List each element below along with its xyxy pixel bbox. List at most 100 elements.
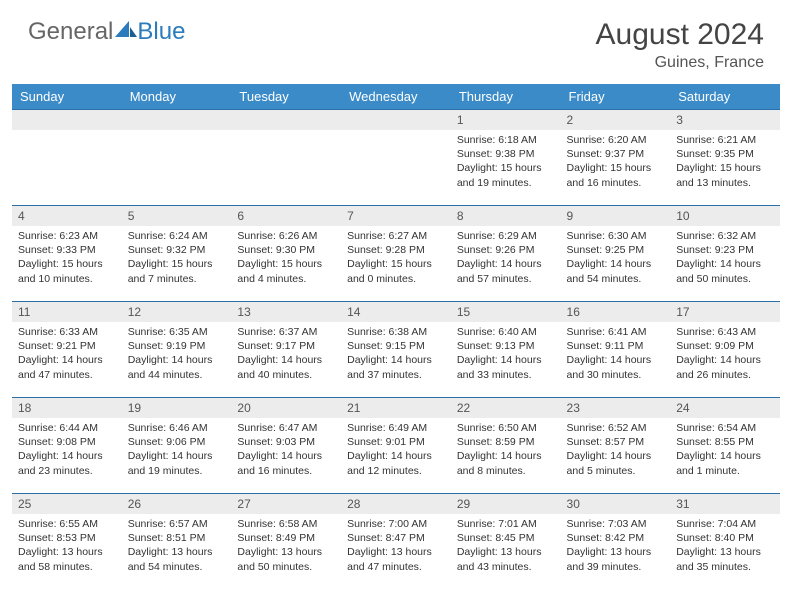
sunset-text: Sunset: 9:13 PM: [457, 339, 555, 353]
daylight-text: Daylight: 14 hours and 40 minutes.: [237, 353, 335, 381]
weekday-header: Tuesday: [231, 84, 341, 110]
daylight-text: Daylight: 15 hours and 13 minutes.: [676, 161, 774, 189]
day-info: Sunrise: 6:40 AMSunset: 9:13 PMDaylight:…: [451, 322, 561, 388]
sunset-text: Sunset: 8:55 PM: [676, 435, 774, 449]
day-info: Sunrise: 6:18 AMSunset: 9:38 PMDaylight:…: [451, 130, 561, 196]
day-number: [341, 110, 451, 130]
daylight-text: Daylight: 14 hours and 44 minutes.: [128, 353, 226, 381]
sunrise-text: Sunrise: 6:33 AM: [18, 325, 116, 339]
calendar-day-cell: 22Sunrise: 6:50 AMSunset: 8:59 PMDayligh…: [451, 398, 561, 494]
sunrise-text: Sunrise: 6:47 AM: [237, 421, 335, 435]
sunset-text: Sunset: 9:19 PM: [128, 339, 226, 353]
sunrise-text: Sunrise: 6:24 AM: [128, 229, 226, 243]
day-number: 21: [341, 398, 451, 418]
calendar-day-cell: 3Sunrise: 6:21 AMSunset: 9:35 PMDaylight…: [670, 110, 780, 206]
sunset-text: Sunset: 9:03 PM: [237, 435, 335, 449]
calendar-day-cell: 13Sunrise: 6:37 AMSunset: 9:17 PMDayligh…: [231, 302, 341, 398]
calendar-day-cell: [231, 110, 341, 206]
sunrise-text: Sunrise: 6:43 AM: [676, 325, 774, 339]
calendar-day-cell: 20Sunrise: 6:47 AMSunset: 9:03 PMDayligh…: [231, 398, 341, 494]
sunset-text: Sunset: 9:23 PM: [676, 243, 774, 257]
day-number: 7: [341, 206, 451, 226]
sunset-text: Sunset: 9:37 PM: [567, 147, 665, 161]
calendar-day-cell: 8Sunrise: 6:29 AMSunset: 9:26 PMDaylight…: [451, 206, 561, 302]
day-number: 4: [12, 206, 122, 226]
location-label: Guines, France: [596, 54, 764, 72]
sunrise-text: Sunrise: 6:23 AM: [18, 229, 116, 243]
day-number: [231, 110, 341, 130]
day-number: 16: [561, 302, 671, 322]
day-info: Sunrise: 6:26 AMSunset: 9:30 PMDaylight:…: [231, 226, 341, 292]
calendar-week: 18Sunrise: 6:44 AMSunset: 9:08 PMDayligh…: [12, 398, 780, 494]
calendar-day-cell: 11Sunrise: 6:33 AMSunset: 9:21 PMDayligh…: [12, 302, 122, 398]
sunrise-text: Sunrise: 6:35 AM: [128, 325, 226, 339]
weekday-header: Sunday: [12, 84, 122, 110]
daylight-text: Daylight: 14 hours and 37 minutes.: [347, 353, 445, 381]
calendar-week: 25Sunrise: 6:55 AMSunset: 8:53 PMDayligh…: [12, 494, 780, 590]
sunset-text: Sunset: 8:57 PM: [567, 435, 665, 449]
brand-logo: General Blue: [28, 18, 185, 46]
day-number: 6: [231, 206, 341, 226]
calendar-day-cell: [122, 110, 232, 206]
sunset-text: Sunset: 8:40 PM: [676, 531, 774, 545]
day-number: 25: [12, 494, 122, 514]
sunrise-text: Sunrise: 6:27 AM: [347, 229, 445, 243]
sunrise-text: Sunrise: 7:00 AM: [347, 517, 445, 531]
daylight-text: Daylight: 14 hours and 19 minutes.: [128, 449, 226, 477]
calendar-day-cell: 29Sunrise: 7:01 AMSunset: 8:45 PMDayligh…: [451, 494, 561, 590]
weekday-header: Saturday: [670, 84, 780, 110]
day-number: 24: [670, 398, 780, 418]
day-number: 17: [670, 302, 780, 322]
day-info: Sunrise: 6:21 AMSunset: 9:35 PMDaylight:…: [670, 130, 780, 196]
daylight-text: Daylight: 14 hours and 23 minutes.: [18, 449, 116, 477]
sunrise-text: Sunrise: 7:01 AM: [457, 517, 555, 531]
day-info: Sunrise: 6:55 AMSunset: 8:53 PMDaylight:…: [12, 514, 122, 580]
day-number: 18: [12, 398, 122, 418]
calendar-day-cell: [12, 110, 122, 206]
daylight-text: Daylight: 13 hours and 43 minutes.: [457, 545, 555, 573]
sunset-text: Sunset: 9:09 PM: [676, 339, 774, 353]
day-number: 27: [231, 494, 341, 514]
day-info: Sunrise: 6:50 AMSunset: 8:59 PMDaylight:…: [451, 418, 561, 484]
day-number: 1: [451, 110, 561, 130]
sunrise-text: Sunrise: 6:46 AM: [128, 421, 226, 435]
brand-sail-icon: [115, 18, 137, 46]
daylight-text: Daylight: 15 hours and 7 minutes.: [128, 257, 226, 285]
day-info: Sunrise: 6:27 AMSunset: 9:28 PMDaylight:…: [341, 226, 451, 292]
sunrise-text: Sunrise: 6:49 AM: [347, 421, 445, 435]
calendar-table: SundayMondayTuesdayWednesdayThursdayFrid…: [12, 84, 780, 590]
daylight-text: Daylight: 13 hours and 39 minutes.: [567, 545, 665, 573]
daylight-text: Daylight: 13 hours and 58 minutes.: [18, 545, 116, 573]
calendar-day-cell: 30Sunrise: 7:03 AMSunset: 8:42 PMDayligh…: [561, 494, 671, 590]
daylight-text: Daylight: 14 hours and 57 minutes.: [457, 257, 555, 285]
calendar-body: 1Sunrise: 6:18 AMSunset: 9:38 PMDaylight…: [12, 110, 780, 590]
sunrise-text: Sunrise: 6:32 AM: [676, 229, 774, 243]
calendar-day-cell: [341, 110, 451, 206]
day-info: Sunrise: 6:54 AMSunset: 8:55 PMDaylight:…: [670, 418, 780, 484]
daylight-text: Daylight: 14 hours and 12 minutes.: [347, 449, 445, 477]
sunset-text: Sunset: 8:45 PM: [457, 531, 555, 545]
day-info: Sunrise: 6:35 AMSunset: 9:19 PMDaylight:…: [122, 322, 232, 388]
daylight-text: Daylight: 14 hours and 5 minutes.: [567, 449, 665, 477]
day-info: Sunrise: 6:38 AMSunset: 9:15 PMDaylight:…: [341, 322, 451, 388]
day-number: 19: [122, 398, 232, 418]
calendar-header: SundayMondayTuesdayWednesdayThursdayFrid…: [12, 84, 780, 110]
sunset-text: Sunset: 8:42 PM: [567, 531, 665, 545]
calendar-day-cell: 21Sunrise: 6:49 AMSunset: 9:01 PMDayligh…: [341, 398, 451, 494]
sunset-text: Sunset: 9:25 PM: [567, 243, 665, 257]
day-number: 8: [451, 206, 561, 226]
daylight-text: Daylight: 15 hours and 4 minutes.: [237, 257, 335, 285]
sunset-text: Sunset: 9:30 PM: [237, 243, 335, 257]
calendar-day-cell: 24Sunrise: 6:54 AMSunset: 8:55 PMDayligh…: [670, 398, 780, 494]
daylight-text: Daylight: 15 hours and 16 minutes.: [567, 161, 665, 189]
day-number: 20: [231, 398, 341, 418]
day-info: Sunrise: 7:03 AMSunset: 8:42 PMDaylight:…: [561, 514, 671, 580]
title-block: August 2024 Guines, France: [596, 18, 764, 72]
day-number: 11: [12, 302, 122, 322]
calendar-day-cell: 28Sunrise: 7:00 AMSunset: 8:47 PMDayligh…: [341, 494, 451, 590]
day-info: Sunrise: 6:23 AMSunset: 9:33 PMDaylight:…: [12, 226, 122, 292]
calendar-day-cell: 27Sunrise: 6:58 AMSunset: 8:49 PMDayligh…: [231, 494, 341, 590]
day-info: Sunrise: 6:32 AMSunset: 9:23 PMDaylight:…: [670, 226, 780, 292]
sunrise-text: Sunrise: 6:38 AM: [347, 325, 445, 339]
calendar-day-cell: 18Sunrise: 6:44 AMSunset: 9:08 PMDayligh…: [12, 398, 122, 494]
